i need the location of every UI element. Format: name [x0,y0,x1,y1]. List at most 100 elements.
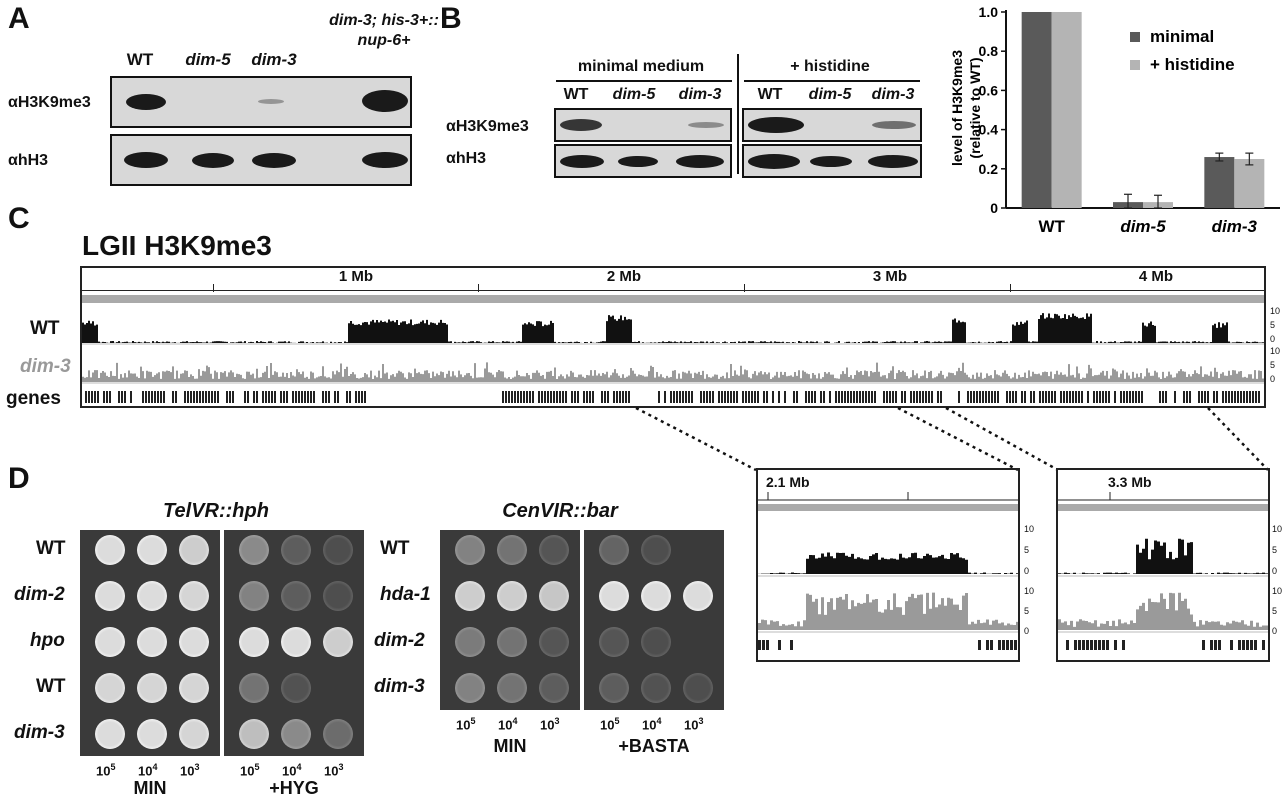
colony-spot [683,581,713,611]
colony-spot [323,627,353,657]
gene-mark [682,391,684,403]
gene-mark [829,391,831,403]
gene-mark [337,391,339,403]
gene-mark [607,391,609,403]
gene-mark [676,391,678,403]
gene-mark [958,391,960,403]
gene-mark [1033,391,1035,403]
colony-spot [95,673,125,703]
lane-label-dim5: dim-5 [185,50,231,69]
plate-cenvir-min [440,530,580,710]
gene-mark [124,391,126,403]
gene-mark [865,391,867,403]
zoom-gene-mark [1086,640,1089,650]
zoom-gene-mark [1082,640,1085,650]
gene-mark [553,391,555,403]
colony-spot [281,719,311,749]
x-tick-label: dim-5 [1120,217,1166,236]
plate-telvr-hyg [224,530,364,756]
gene-mark [724,391,726,403]
x-tick-label: dim-3 [1212,217,1258,236]
gene-mark [982,391,984,403]
zoom-gene-mark [1074,640,1077,650]
colony-spot [179,627,209,657]
colony-spot [281,535,311,565]
gene-mark [1216,391,1218,403]
ruler-label-3mb: 3 Mb [872,268,908,285]
gene-mark [1054,391,1056,403]
zoom-gene-mark [1078,640,1081,650]
colony-spot [137,627,167,657]
colony-spot [179,719,209,749]
row-label: dim-2 [14,584,65,605]
colony-spot [239,673,269,703]
gene-mark [85,391,87,403]
gene-mark [97,391,99,403]
dilution-label: 104 [282,762,302,779]
dilution-label: 104 [138,762,158,779]
gene-mark [1015,391,1017,403]
dilution-label: 105 [456,716,476,733]
genome-browser-frame [80,266,1266,408]
gene-mark [709,391,711,403]
colony-spot [497,673,527,703]
gene-mark [1246,391,1248,403]
colony-spot [281,627,311,657]
gene-mark [244,391,246,403]
gene-mark [622,391,624,403]
gene-mark [874,391,876,403]
ruler-tick [478,284,479,292]
plate-telvr-min [80,530,220,756]
gene-mark [763,391,765,403]
gene-mark [1048,391,1050,403]
row-label: hda-1 [380,584,431,605]
gene-mark [718,391,720,403]
gene-mark [1237,391,1239,403]
gene-mark [1189,391,1191,403]
gene-mark [628,391,630,403]
colony-spot [95,719,125,749]
bar-WT-0 [1021,12,1052,208]
gene-mark [274,391,276,403]
gene-mark [322,391,324,403]
gene-mark [1081,391,1083,403]
track-label-wt: WT [30,318,60,339]
colony-spot [641,535,671,565]
gene-mark [1132,391,1134,403]
gene-mark [1069,391,1071,403]
lane-label: dim-5 [612,86,656,103]
blot-b-minimal-hh3 [554,144,732,178]
y-tick-label: 0.2 [979,161,999,177]
gene-mark [1093,391,1095,403]
gene-mark [1045,391,1047,403]
y-axis-label-line2: (relative to WT) [967,57,983,158]
gene-mark [985,391,987,403]
zoom-gene-mark [1210,640,1213,650]
colony-spot [539,535,569,565]
band [748,117,804,133]
y-tick-label: 1.0 [979,4,999,20]
colony-spot [281,581,311,611]
gene-mark [355,391,357,403]
ruler-label-1mb: 1 Mb [338,268,374,285]
colony-spot [641,627,671,657]
track-label-genes: genes [6,388,61,409]
gene-mark [232,391,234,403]
colony-spot [239,627,269,657]
zoom-dim3-coverage [1058,592,1268,630]
zoom-gene-mark [1066,640,1069,650]
wt-coverage-track [82,313,1264,343]
gene-mark [520,391,522,403]
colony-spot [323,719,353,749]
gene-mark [1123,391,1125,403]
gene-mark [91,391,93,403]
gene-mark [1228,391,1230,403]
gene-mark [265,391,267,403]
gene-mark [925,391,927,403]
gene-mark [562,391,564,403]
gene-mark [1051,391,1053,403]
scale-label: 10 [1272,524,1283,534]
gene-mark [1060,391,1062,403]
gene-mark [529,391,531,403]
gene-mark [1006,391,1008,403]
